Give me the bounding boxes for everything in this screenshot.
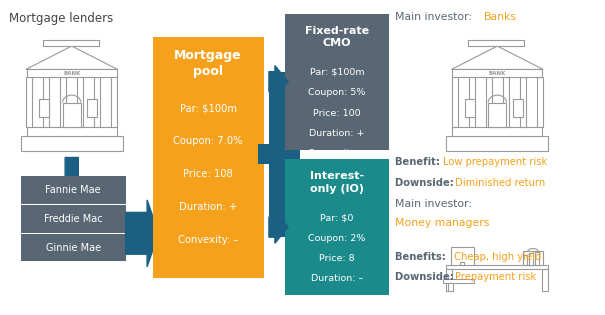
Text: Duration: +: Duration: + xyxy=(309,129,365,138)
Bar xyxy=(452,77,457,127)
FancyArrow shape xyxy=(269,66,288,98)
Bar xyxy=(111,77,117,127)
FancyArrow shape xyxy=(59,158,85,196)
Text: Coupon: 7.0%: Coupon: 7.0% xyxy=(174,136,243,146)
Polygon shape xyxy=(451,46,543,69)
FancyBboxPatch shape xyxy=(21,234,126,261)
FancyArrow shape xyxy=(126,200,159,267)
Bar xyxy=(451,247,474,265)
Bar xyxy=(27,69,117,77)
Text: Cheap, high yield: Cheap, high yield xyxy=(451,252,541,262)
Bar xyxy=(27,127,117,136)
Text: Par: $0: Par: $0 xyxy=(320,213,354,222)
Text: Money managers: Money managers xyxy=(396,218,490,228)
Bar xyxy=(465,100,475,117)
FancyBboxPatch shape xyxy=(21,205,126,233)
Bar xyxy=(446,265,548,269)
Bar xyxy=(453,127,542,136)
Text: Low prepayment risk: Low prepayment risk xyxy=(443,158,548,168)
Text: Interest-
only (IO): Interest- only (IO) xyxy=(310,171,364,194)
FancyBboxPatch shape xyxy=(284,14,390,150)
Text: BANK: BANK xyxy=(489,71,506,76)
Text: Coupon: 5%: Coupon: 5% xyxy=(309,88,365,97)
Text: Main investor:: Main investor: xyxy=(396,12,476,22)
Text: Coupon: 2%: Coupon: 2% xyxy=(309,234,365,243)
Bar xyxy=(523,255,527,265)
Text: Convexity: –: Convexity: – xyxy=(308,149,366,158)
FancyBboxPatch shape xyxy=(284,159,390,295)
Text: Benefit:: Benefit: xyxy=(396,158,444,168)
Bar xyxy=(269,72,300,237)
Bar xyxy=(520,77,526,127)
Text: Duration: –: Duration: – xyxy=(311,274,363,284)
Text: Par: $100m: Par: $100m xyxy=(310,68,364,77)
Text: Banks: Banks xyxy=(484,12,517,22)
Bar xyxy=(535,252,539,265)
Text: Duration: +: Duration: + xyxy=(179,202,237,212)
FancyBboxPatch shape xyxy=(21,176,126,204)
Bar xyxy=(44,77,49,127)
FancyArrow shape xyxy=(269,211,288,243)
Bar xyxy=(87,100,97,117)
Text: Downside:: Downside: xyxy=(396,178,458,188)
Bar xyxy=(512,100,523,117)
Bar xyxy=(443,279,474,283)
Text: Fixed-rate
CMO: Fixed-rate CMO xyxy=(305,26,369,49)
Bar xyxy=(21,136,123,151)
Text: Main investor:: Main investor: xyxy=(396,199,476,209)
Text: Benefits:: Benefits: xyxy=(396,252,450,262)
Text: BANK: BANK xyxy=(63,71,80,76)
Text: Fannie Mae: Fannie Mae xyxy=(45,185,101,195)
Bar xyxy=(486,77,492,127)
Bar xyxy=(258,144,284,164)
Text: Par: $100m: Par: $100m xyxy=(180,103,237,113)
Bar xyxy=(62,103,81,127)
Bar xyxy=(60,77,66,127)
Text: Convexity: –: Convexity: – xyxy=(308,295,366,304)
Bar xyxy=(77,77,83,127)
Bar xyxy=(27,77,32,127)
Bar xyxy=(453,69,542,77)
Bar xyxy=(446,269,453,290)
Text: Price: 8: Price: 8 xyxy=(319,254,355,263)
Text: Downside:: Downside: xyxy=(396,272,458,282)
Bar xyxy=(460,262,464,265)
Text: Price: 100: Price: 100 xyxy=(313,109,361,117)
Bar xyxy=(94,77,100,127)
Bar xyxy=(39,100,49,117)
Bar xyxy=(542,269,548,290)
Bar xyxy=(523,251,543,265)
Text: Convexity: –: Convexity: – xyxy=(178,235,238,244)
Text: Freddie Mac: Freddie Mac xyxy=(44,214,102,224)
Bar xyxy=(537,77,543,127)
Text: Diminished return: Diminished return xyxy=(456,178,546,188)
Bar xyxy=(503,77,509,127)
Text: Prepayment risk: Prepayment risk xyxy=(456,272,537,282)
FancyBboxPatch shape xyxy=(152,37,264,278)
Text: Mortgage
pool: Mortgage pool xyxy=(174,49,242,78)
Bar xyxy=(488,103,506,127)
Text: Ginnie Mae: Ginnie Mae xyxy=(45,243,101,253)
Text: Mortgage lenders: Mortgage lenders xyxy=(8,12,113,25)
Bar xyxy=(448,283,453,290)
Text: Price: 108: Price: 108 xyxy=(183,169,233,179)
Polygon shape xyxy=(26,46,117,69)
Bar xyxy=(468,40,524,46)
Bar xyxy=(529,254,533,265)
Bar xyxy=(469,77,475,127)
Bar xyxy=(446,136,548,151)
Bar xyxy=(42,40,99,46)
